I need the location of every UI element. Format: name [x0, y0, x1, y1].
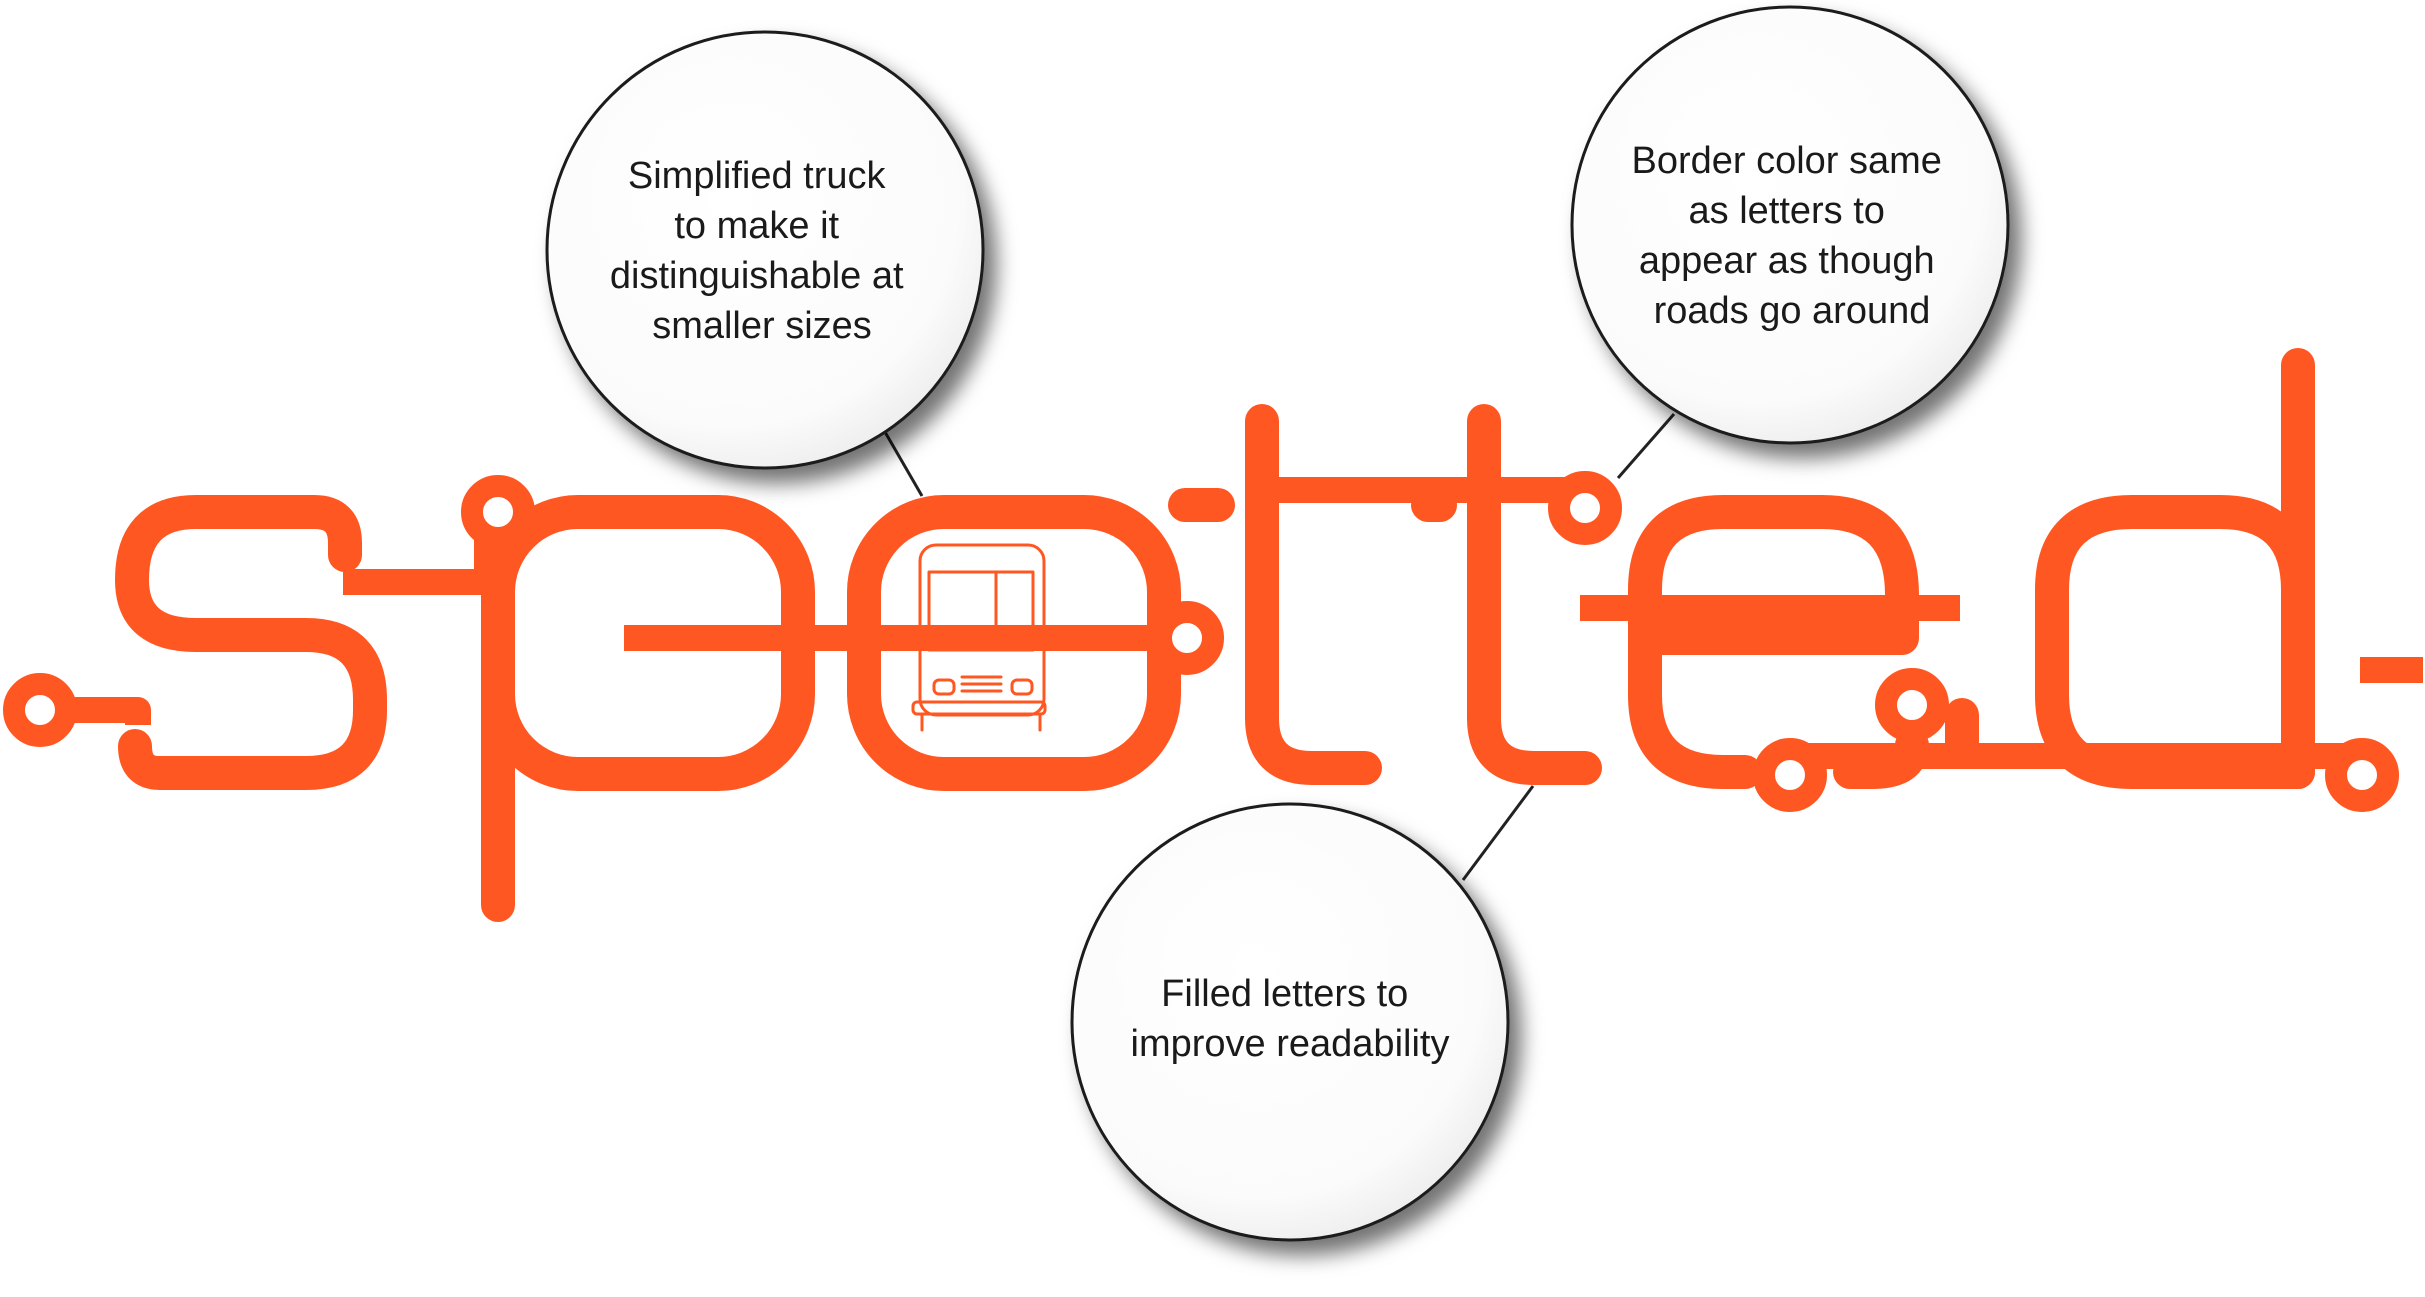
letter-d: [1945, 348, 2315, 789]
bubble-circle: [1070, 802, 1510, 1242]
callout-text-truck: Simplified truck to make it distinguisha…: [610, 155, 914, 347]
callout-bubble-border: Border color same as letters to appear a…: [1570, 5, 2010, 445]
node-dot: [1875, 668, 1949, 742]
callout-text-filled: Filled letters to improve readability: [1131, 973, 1450, 1065]
node-dot: [3, 673, 77, 747]
callout-text-border: Border color same as letters to appear a…: [1631, 140, 1952, 332]
node-dot: [461, 475, 535, 549]
callout-connector-truck: [883, 431, 924, 497]
letter-p: [481, 495, 815, 922]
letter-t-second: [1411, 404, 1602, 785]
logo-road-nodes: [3, 471, 2399, 812]
food-truck-icon: [911, 543, 1047, 732]
callout-connector-border: [1616, 413, 1676, 479]
spotted-logo: [3, 348, 2423, 922]
letter-e: [1628, 495, 1929, 789]
letter-s: [115, 495, 387, 790]
callout-connector-filled: [1461, 785, 1535, 881]
callout-bubble-truck: Simplified truck to make it distinguisha…: [545, 30, 985, 470]
callout-bubble-filled: Filled letters to improve readability: [1070, 802, 1510, 1242]
node-dot: [1753, 738, 1827, 812]
node-dot: [2325, 738, 2399, 812]
bubble-circle: [1570, 5, 2010, 445]
bubble-circle: [545, 30, 985, 470]
letter-t-first: [1168, 404, 1382, 785]
node-dot: [1150, 601, 1224, 675]
node-dot: [1548, 471, 1622, 545]
